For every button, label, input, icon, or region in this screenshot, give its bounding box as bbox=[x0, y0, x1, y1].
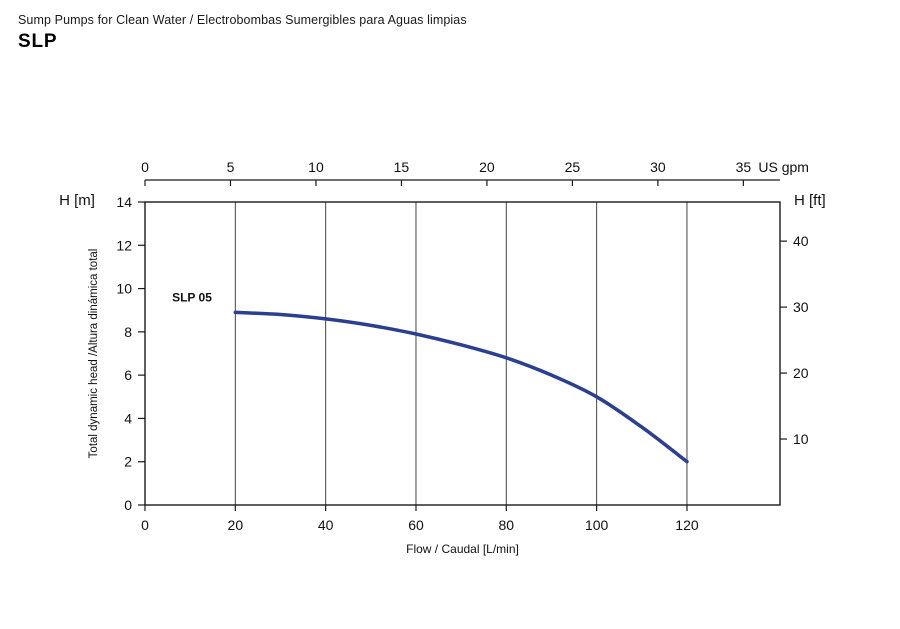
top-tick-label: 5 bbox=[227, 159, 235, 175]
bottom-tick-label: 120 bbox=[675, 517, 699, 533]
y-axis-title: Total dynamic head /Altura dinámica tota… bbox=[88, 249, 100, 459]
series-label: SLP 05 bbox=[172, 291, 212, 305]
bottom-tick-label: 0 bbox=[141, 517, 149, 533]
top-axis-unit-label: US gpm bbox=[758, 159, 809, 175]
bottom-tick-label: 100 bbox=[585, 517, 609, 533]
left-tick-label: 4 bbox=[124, 410, 132, 426]
top-tick-label: 25 bbox=[565, 159, 581, 175]
page-header: Sump Pumps for Clean Water / Electrobomb… bbox=[18, 13, 467, 53]
left-axis-label: H [m] bbox=[59, 192, 95, 209]
left-tick-label: 14 bbox=[116, 194, 132, 210]
x-axis-title: Flow / Caudal [L/min] bbox=[406, 542, 519, 556]
top-tick-label: 30 bbox=[650, 159, 666, 175]
top-tick-label: 15 bbox=[394, 159, 410, 175]
bottom-tick-label: 60 bbox=[408, 517, 424, 533]
product-series-title: SLP bbox=[18, 31, 58, 52]
bottom-tick-label: 20 bbox=[228, 517, 244, 533]
left-tick-label: 10 bbox=[116, 281, 132, 297]
right-tick-label: 40 bbox=[793, 233, 809, 249]
top-tick-label: 0 bbox=[141, 159, 149, 175]
right-tick-label: 20 bbox=[793, 365, 809, 381]
top-tick-label: 35 bbox=[736, 159, 752, 175]
left-tick-label: 8 bbox=[124, 324, 132, 340]
left-tick-label: 12 bbox=[116, 237, 132, 253]
plot-frame bbox=[144, 201, 781, 506]
product-category-title: Sump Pumps for Clean Water / Electrobomb… bbox=[18, 13, 467, 27]
right-axis-label: H [ft] bbox=[794, 192, 826, 209]
top-tick-label: 20 bbox=[479, 159, 495, 175]
left-tick-label: 0 bbox=[124, 497, 132, 513]
top-tick-label: 10 bbox=[308, 159, 324, 175]
bottom-tick-label: 80 bbox=[499, 517, 515, 533]
left-tick-label: 6 bbox=[124, 367, 132, 383]
right-tick-label: 10 bbox=[793, 431, 809, 447]
bottom-tick-label: 40 bbox=[318, 517, 334, 533]
left-tick-label: 2 bbox=[124, 454, 132, 470]
pump-curve-slp-05 bbox=[233, 310, 689, 464]
right-tick-label: 30 bbox=[793, 299, 809, 315]
